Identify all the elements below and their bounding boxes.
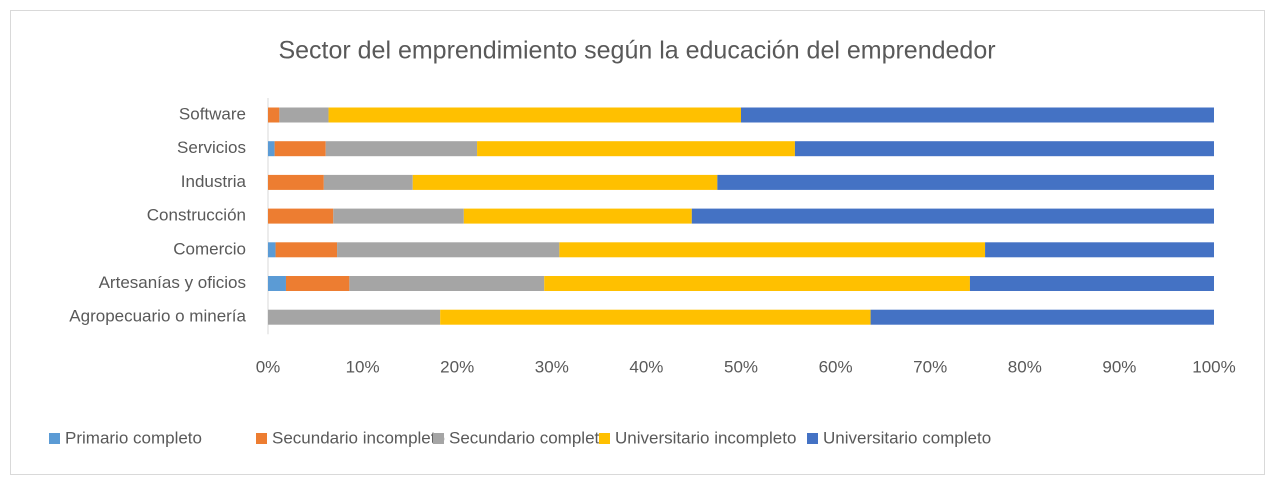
x-tick-label: 40% bbox=[629, 357, 663, 376]
bar-segment bbox=[274, 141, 326, 157]
bar-segment bbox=[794, 141, 1214, 157]
bar-segment bbox=[349, 276, 545, 291]
bar-segment bbox=[412, 174, 718, 190]
y-tick-label: Servicios bbox=[177, 138, 246, 157]
y-tick-label: Industria bbox=[181, 172, 247, 191]
bar-segment bbox=[969, 276, 1214, 291]
bar-segment bbox=[325, 141, 478, 157]
x-tick-label: 20% bbox=[440, 357, 474, 376]
legend-label: Primario completo bbox=[65, 428, 202, 447]
x-tick-label: 50% bbox=[724, 357, 758, 376]
legend-label: Secundario completo bbox=[449, 428, 609, 447]
bar-segment bbox=[279, 107, 329, 123]
bar-segment bbox=[268, 242, 276, 258]
bar-segment bbox=[544, 276, 970, 291]
x-tick-label: 10% bbox=[346, 357, 380, 376]
bar-segment bbox=[328, 107, 741, 123]
bar-segment bbox=[741, 107, 1214, 123]
bar-segment bbox=[463, 208, 692, 224]
legend-swatch bbox=[49, 433, 60, 444]
bar-segment bbox=[268, 309, 441, 325]
bar-segment bbox=[275, 242, 338, 258]
bar-segment bbox=[268, 107, 280, 123]
y-tick-label: Comercio bbox=[173, 239, 246, 258]
x-tick-label: 0% bbox=[256, 357, 281, 376]
y-tick-label: Artesanías y oficios bbox=[99, 273, 246, 292]
x-tick-label: 30% bbox=[535, 357, 569, 376]
bar-segment bbox=[323, 174, 413, 190]
bar-segment bbox=[985, 242, 1214, 258]
x-tick-label: 80% bbox=[1008, 357, 1042, 376]
bar-segment bbox=[440, 309, 871, 325]
bar-segment bbox=[268, 174, 324, 190]
legend-label: Universitario incompleto bbox=[615, 428, 796, 447]
legend-label: Universitario completo bbox=[823, 428, 991, 447]
x-tick-label: 70% bbox=[913, 357, 947, 376]
y-tick-label: Construcción bbox=[147, 206, 246, 225]
bar-segment bbox=[717, 174, 1214, 190]
bar-segment bbox=[870, 309, 1214, 325]
bar-segment bbox=[559, 242, 986, 258]
bar-segment bbox=[333, 208, 464, 224]
bar-segment bbox=[337, 242, 560, 258]
bar-segment bbox=[285, 276, 350, 291]
y-tick-label: Agropecuario o minería bbox=[69, 307, 246, 326]
legend-swatch bbox=[256, 433, 267, 444]
y-tick-label: Software bbox=[179, 104, 246, 123]
legend-swatch bbox=[807, 433, 818, 444]
legend-label: Secundario incompleto bbox=[272, 428, 445, 447]
bar-segment bbox=[268, 141, 275, 157]
x-tick-label: 90% bbox=[1102, 357, 1136, 376]
bar-segment bbox=[691, 208, 1214, 224]
bar-segment bbox=[477, 141, 795, 157]
legend-swatch bbox=[433, 433, 444, 444]
x-tick-label: 60% bbox=[819, 357, 853, 376]
bar-segment bbox=[268, 276, 286, 291]
x-tick-label: 100% bbox=[1192, 357, 1235, 376]
chart-title: Sector del emprendimiento según la educa… bbox=[278, 37, 995, 65]
bar-segment bbox=[268, 208, 334, 224]
legend-swatch bbox=[599, 433, 610, 444]
